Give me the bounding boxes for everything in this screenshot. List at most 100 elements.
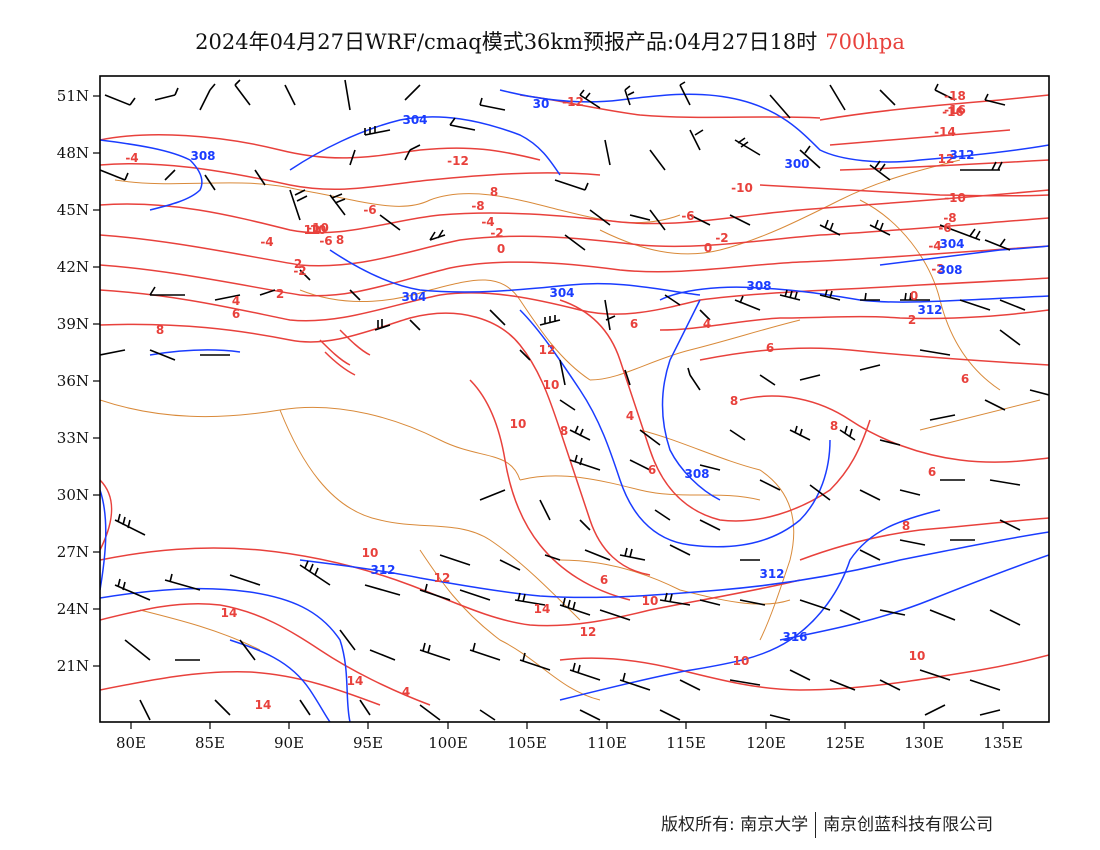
temp-label: 12: [539, 343, 556, 357]
temp-label: 10: [543, 378, 560, 392]
temp-label: 12: [304, 223, 321, 237]
temp-label: -4: [928, 239, 941, 253]
temp-label: 4: [232, 294, 240, 308]
temp-label: 12: [580, 625, 597, 639]
height-label: 308: [684, 467, 709, 481]
lon-label: 135E: [983, 734, 1023, 752]
lat-ticks: [93, 95, 100, 667]
temp-label: 8: [336, 233, 344, 247]
temperature-isotherms: [100, 94, 1049, 706]
height-labels: 308 304 304 300 304 308 312 308 312 312 …: [190, 97, 974, 644]
temp-label: -6: [681, 209, 694, 223]
lat-label: 24N: [57, 600, 89, 618]
company-text: 南京创蓝科技有限公司: [823, 815, 994, 835]
temp-label: -10: [307, 221, 329, 235]
lon-label: 90E: [274, 734, 304, 752]
lon-label: 95E: [353, 734, 383, 752]
temperature-labels: -4 -12 8 -8 -4 -6 -10 -6 8 -2 0 -4 -10 -…: [125, 89, 969, 712]
copyright-footer: 版权所有: 南京大学 南京创蓝科技有限公司: [661, 810, 993, 838]
height-label: 312: [759, 567, 784, 581]
temp-label: 6: [766, 341, 774, 355]
copyright-text: 版权所有: 南京大学: [661, 815, 809, 835]
temp-label: 10: [642, 594, 659, 608]
temp-label: -6: [938, 221, 951, 235]
temp-label: 6: [630, 317, 638, 331]
lat-label: 39N: [57, 315, 89, 333]
temp-label: 6: [961, 372, 969, 386]
height-label: 304: [402, 113, 427, 127]
temp-label: -2: [715, 231, 728, 245]
temp-label: -2: [931, 262, 944, 276]
temp-label: 8: [560, 424, 568, 438]
lon-label: 120E: [746, 734, 786, 752]
temp-label: -4: [481, 215, 494, 229]
temp-label: 4: [402, 685, 410, 699]
temp-label: 14: [255, 698, 272, 712]
height-label: 312: [370, 563, 395, 577]
lat-label: 27N: [57, 543, 89, 561]
temp-label: 8: [830, 419, 838, 433]
title-main: 2024年04月27日WRF/cmaq模式36km预报产品:04月27日18时: [195, 30, 818, 54]
temp-label: 4: [626, 409, 634, 423]
lat-label: 48N: [57, 144, 89, 162]
temp-label: -10: [731, 181, 753, 195]
temp-label: -12: [562, 95, 584, 109]
lon-label: 110E: [587, 734, 627, 752]
lat-label: 36N: [57, 372, 89, 390]
temp-label: -8: [943, 211, 956, 225]
lon-ticks: [130, 722, 1004, 729]
temp-label: 10: [733, 654, 750, 668]
temp-label: 6: [600, 573, 608, 587]
height-contours: [100, 89, 1049, 722]
temp-label: 6: [928, 465, 936, 479]
temp-label: -6: [363, 203, 376, 217]
temp-label: 4: [703, 317, 711, 331]
lon-label: 100E: [428, 734, 468, 752]
temp-label: -8: [471, 199, 484, 213]
height-label: 312: [949, 148, 974, 162]
temp-label: -10: [944, 191, 966, 205]
title-level: 700hpa: [825, 30, 905, 54]
temp-label: -2: [490, 226, 503, 240]
temp-label: -2: [293, 264, 306, 278]
temp-label: -12: [447, 154, 469, 168]
temp-label: -18: [944, 89, 966, 103]
temp-label: -4: [125, 151, 138, 165]
height-label: 30: [533, 97, 550, 111]
map-frame: [99, 75, 1050, 723]
temp-label: 2: [276, 287, 284, 301]
temp-label: 2: [908, 313, 916, 327]
height-label: 304: [939, 237, 964, 251]
footer-divider: [815, 812, 817, 838]
wind-barbs: [100, 79, 1049, 721]
temp-label: 12: [938, 152, 955, 166]
lat-label: 30N: [57, 486, 89, 504]
lon-label: 125E: [825, 734, 865, 752]
temp-label: 6: [232, 307, 240, 321]
temp-label: 14: [221, 606, 238, 620]
temp-label: 6: [648, 463, 656, 477]
temp-label: 10: [510, 417, 527, 431]
height-label: 308: [937, 263, 962, 277]
temp-label: 14: [534, 602, 551, 616]
lon-labels: 80E 85E 90E 95E 100E 105E 110E 115E 120E…: [116, 734, 1023, 752]
temp-label: 14: [347, 674, 364, 688]
boundary-lines: [100, 159, 1041, 701]
height-label: 308: [190, 149, 215, 163]
temp-label: 0: [497, 242, 505, 256]
lat-label: 42N: [57, 258, 89, 276]
temp-label: 10: [909, 649, 926, 663]
lat-label: 45N: [57, 201, 89, 219]
height-label: 312: [917, 303, 942, 317]
temp-label: 8: [902, 519, 910, 533]
temp-label: -16: [942, 105, 964, 119]
lon-label: 85E: [195, 734, 225, 752]
temp-label: 10: [362, 546, 379, 560]
lon-label: 80E: [116, 734, 146, 752]
temp-label: 8: [156, 323, 164, 337]
height-label: 300: [784, 157, 809, 171]
height-label: 316: [782, 630, 807, 644]
temp-label: 12: [434, 571, 451, 585]
temp-label: -16: [944, 103, 966, 117]
